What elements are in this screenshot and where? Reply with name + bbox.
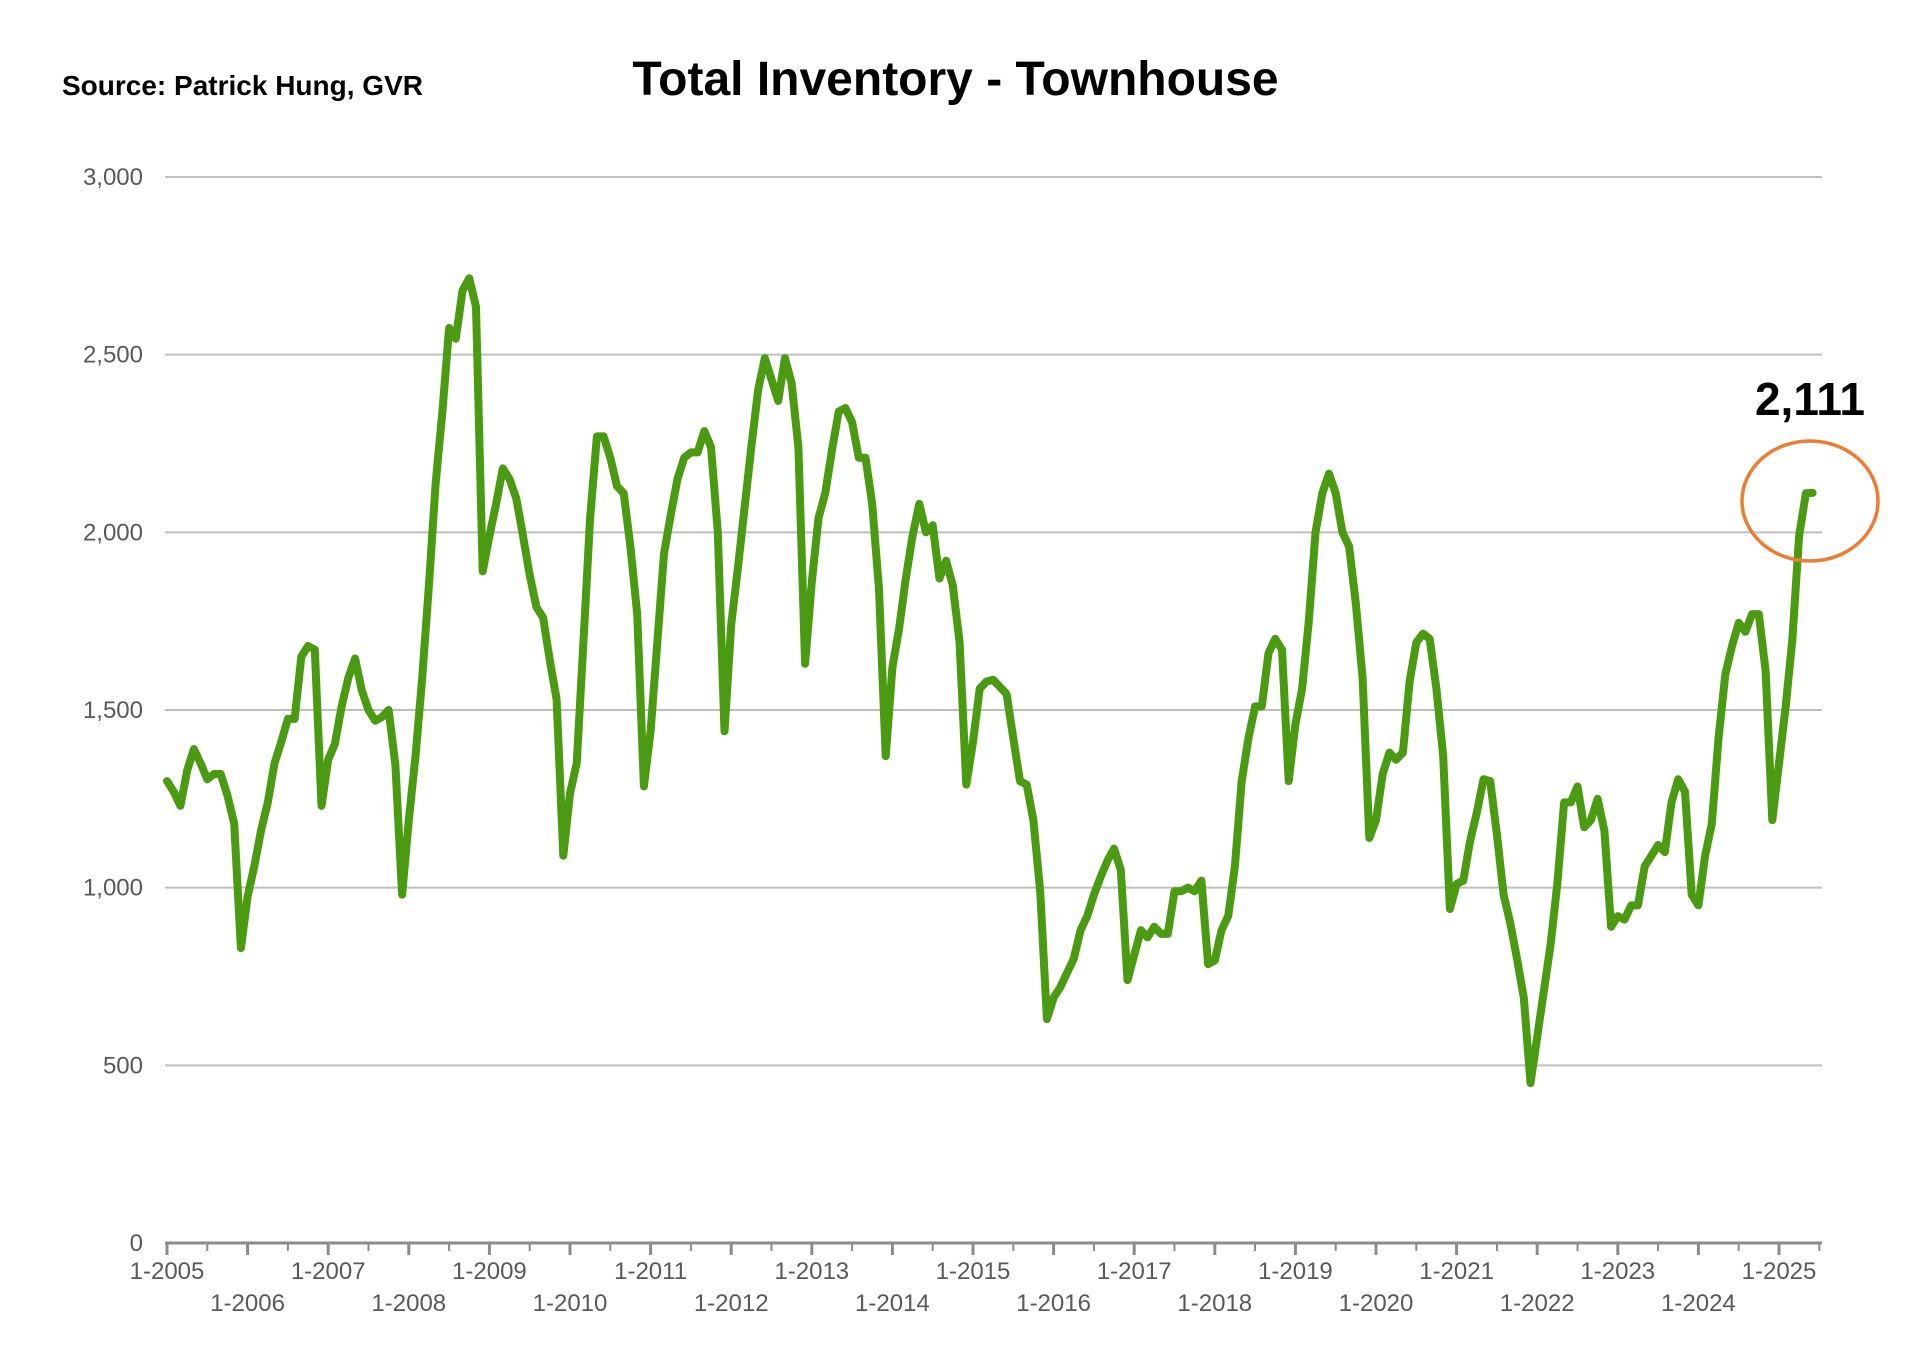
y-tick-label: 3,000 <box>83 164 143 191</box>
y-axis-ticks: 0 500 1,000 1,500 2,000 2,500 3,000 <box>83 164 143 1257</box>
x-tick-label: 1-2005 <box>130 1258 205 1285</box>
latest-value-callout: 2,111 <box>1755 373 1865 425</box>
x-tick-label: 1-2025 <box>1742 1258 1817 1285</box>
x-tick-label: 1-2009 <box>452 1258 527 1285</box>
chart-title: Total Inventory - Townhouse <box>632 53 1279 106</box>
y-tick-label: 500 <box>103 1052 143 1079</box>
x-tick-label: 1-2022 <box>1500 1290 1575 1317</box>
x-tick-label: 1-2011 <box>614 1258 687 1285</box>
x-tick-label: 1-2012 <box>694 1290 769 1317</box>
x-axis-ticks: 1-20051-20061-20071-20081-20091-20101-20… <box>130 1243 1821 1317</box>
x-tick-label: 1-2006 <box>210 1290 285 1317</box>
x-tick-label: 1-2016 <box>1016 1290 1091 1317</box>
x-tick-label: 1-2024 <box>1661 1290 1736 1317</box>
x-tick-label: 1-2017 <box>1097 1258 1172 1285</box>
y-tick-label: 0 <box>130 1230 143 1257</box>
x-tick-label: 1-2008 <box>371 1290 446 1317</box>
x-tick-label: 1-2007 <box>291 1258 366 1285</box>
x-tick-label: 1-2010 <box>533 1290 608 1317</box>
x-tick-label: 1-2020 <box>1339 1290 1414 1317</box>
x-tick-label: 1-2021 <box>1419 1258 1494 1285</box>
highlight-circle <box>1740 439 1880 563</box>
x-tick-label: 1-2015 <box>936 1258 1011 1285</box>
source-note: Source: Patrick Hung, GVR <box>62 70 423 101</box>
y-tick-label: 1,500 <box>83 697 143 724</box>
series-line <box>163 274 1817 1088</box>
y-tick-label: 1,000 <box>83 875 143 902</box>
x-tick-label: 1-2013 <box>774 1258 849 1285</box>
x-tick-label: 1-2023 <box>1580 1258 1655 1285</box>
y-tick-label: 2,500 <box>83 342 143 369</box>
y-tick-label: 2,000 <box>83 519 143 546</box>
x-tick-label: 1-2018 <box>1177 1290 1252 1317</box>
x-tick-label: 1-2014 <box>855 1290 930 1317</box>
gridlines <box>165 176 1822 1067</box>
x-tick-label: 1-2019 <box>1258 1258 1333 1285</box>
